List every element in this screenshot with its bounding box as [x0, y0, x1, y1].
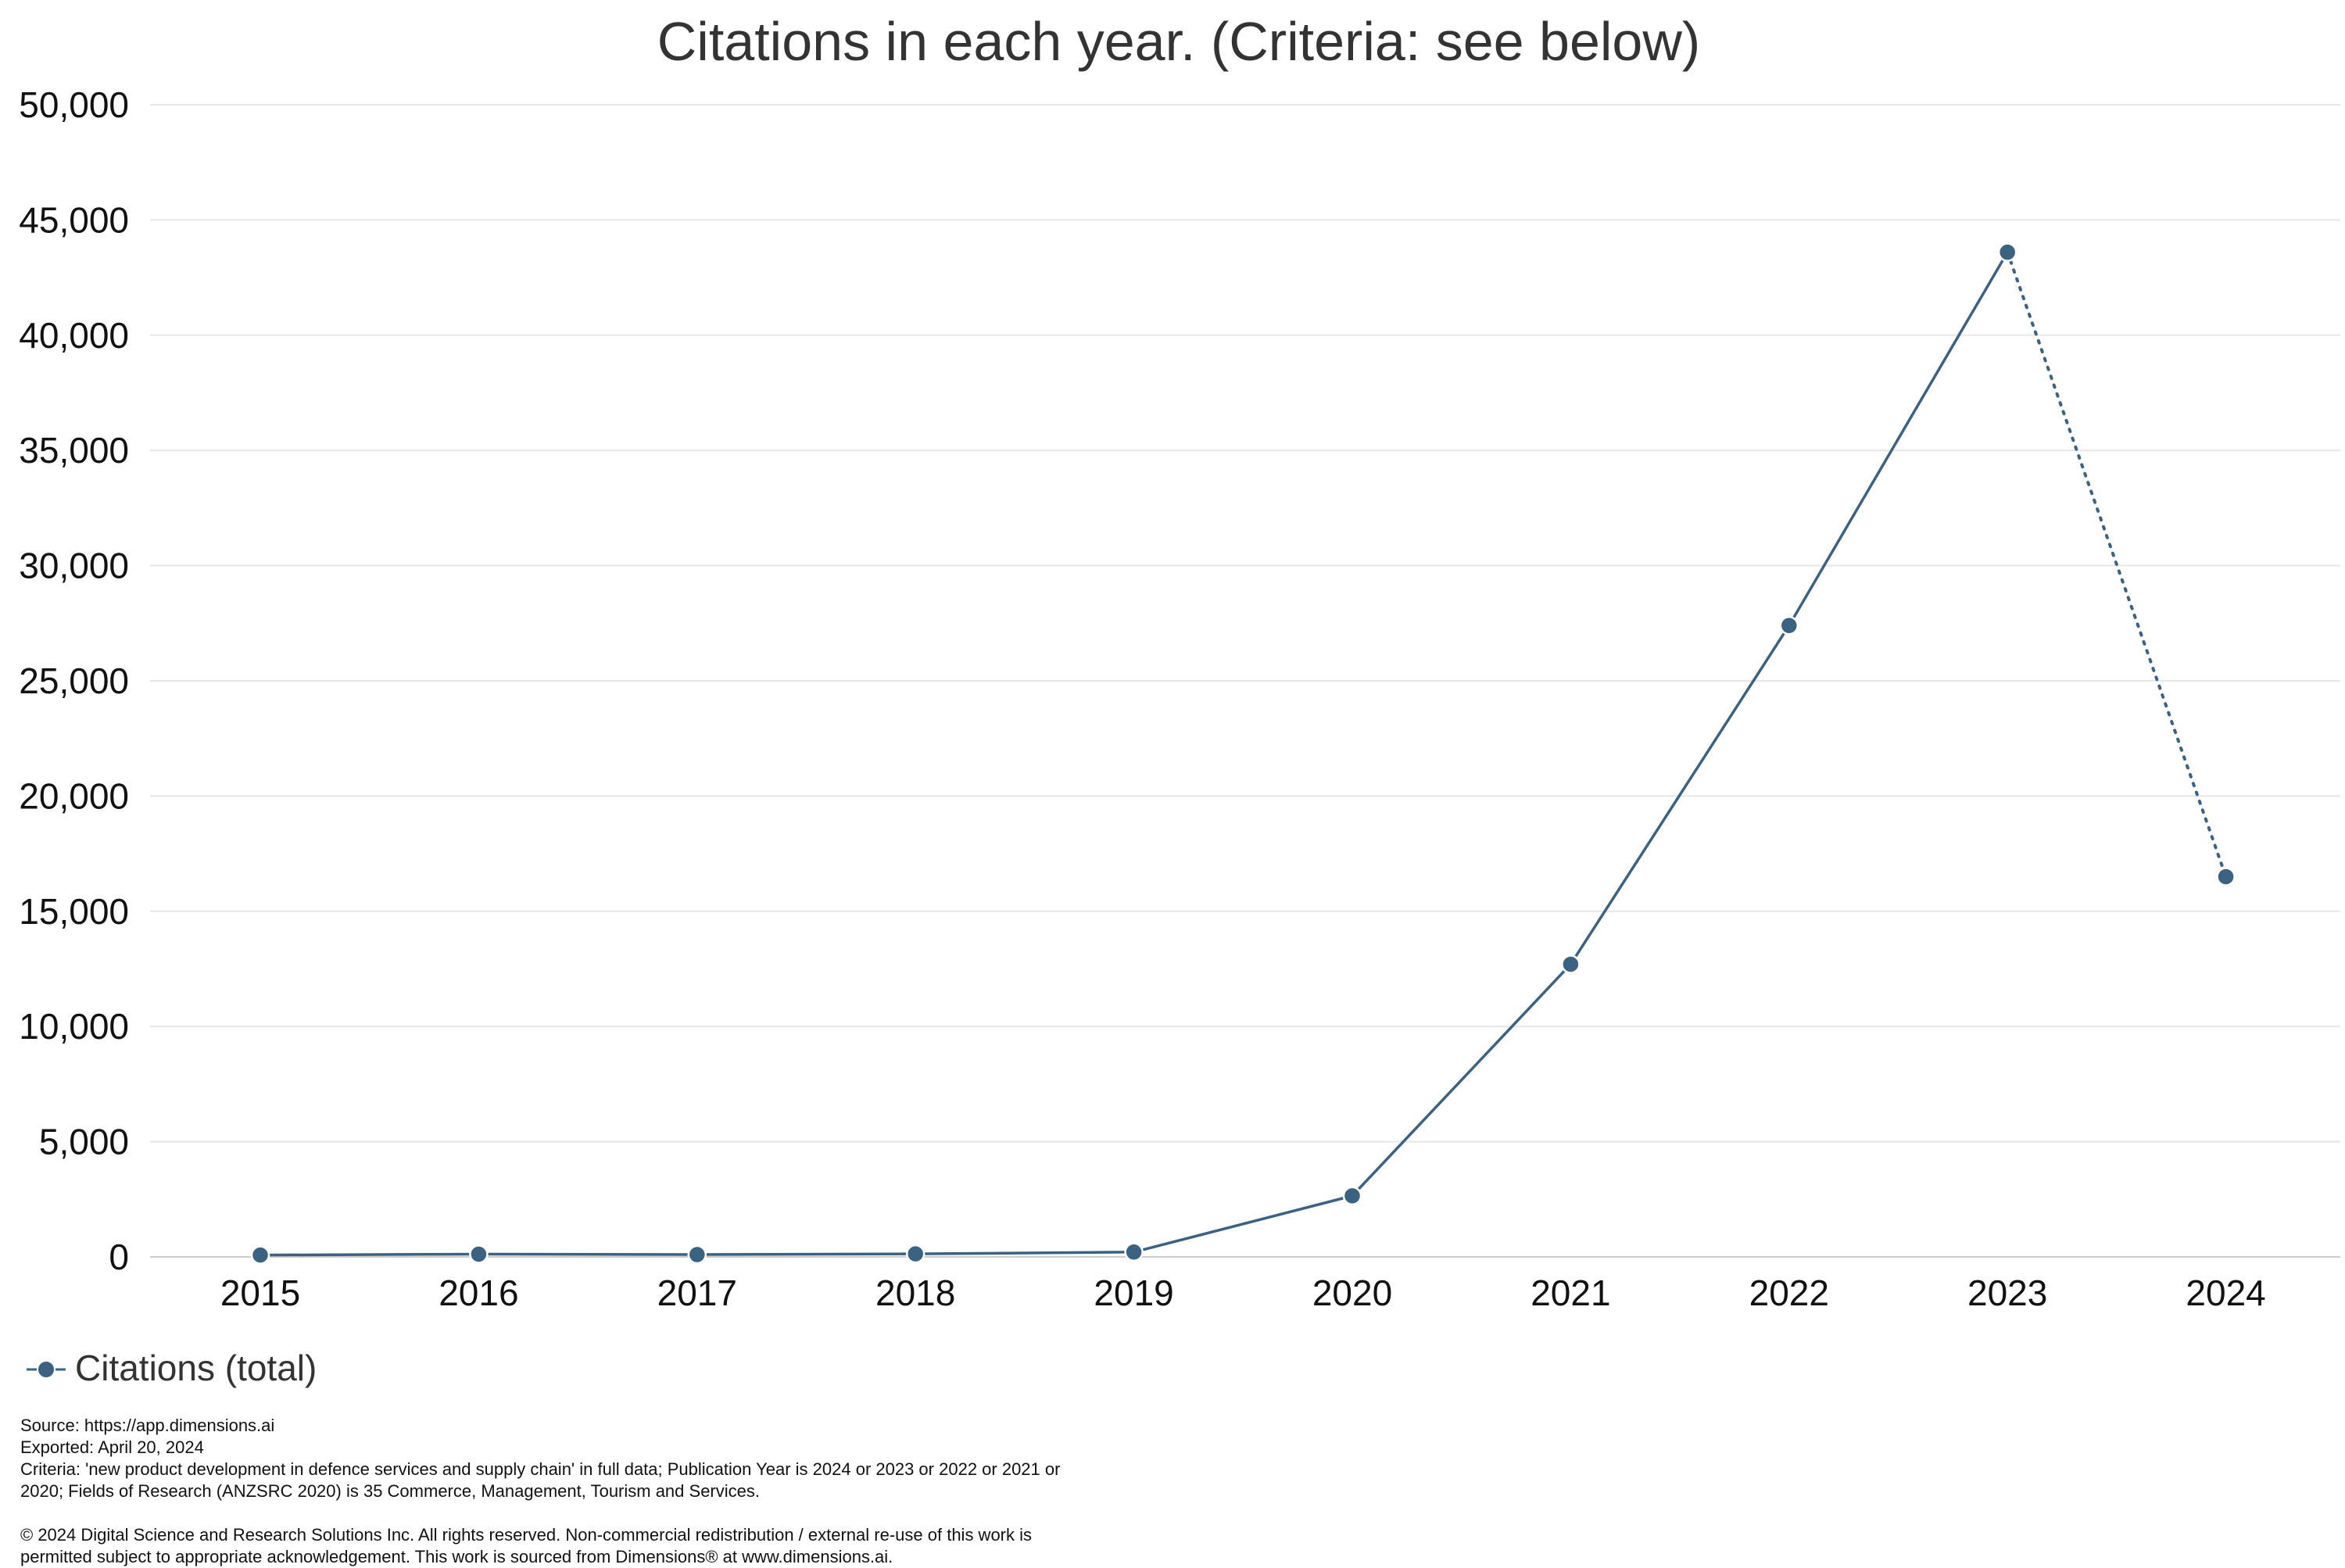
data-point-2023 — [1997, 242, 2017, 262]
data-point-2024 — [2216, 867, 2236, 886]
y-axis-tick-labels: 0 5,000 10,000 15,000 20,000 25,000 30,000 35,0… — [19, 84, 129, 1277]
y-tick-label: 50,000 — [19, 84, 129, 125]
footer-notes: Source: https://app.dimensions.ai Export… — [20, 1415, 1240, 1568]
footer-criteria-line-2: 2020; Fields of Research (ANZSRC 2020) i… — [20, 1481, 760, 1501]
x-tick-label: 2016 — [439, 1273, 518, 1313]
x-tick-label: 2024 — [2186, 1273, 2265, 1313]
footer-copyright-line-1: © 2024 Digital Science and Research Solu… — [20, 1525, 1033, 1545]
series-citations-total — [250, 242, 2236, 1265]
data-point-2017 — [687, 1244, 707, 1265]
legend-dot-marker — [37, 1360, 55, 1379]
legend-label: Citations (total) — [75, 1348, 317, 1388]
data-point-2015 — [250, 1245, 270, 1265]
series-line-projected — [2006, 250, 2228, 879]
y-tick-label: 20,000 — [19, 775, 129, 816]
y-tick-label: 30,000 — [19, 546, 129, 586]
footer-copyright-line-2: permitted subject to appropriate acknowl… — [20, 1547, 893, 1566]
y-tick-label: 0 — [109, 1237, 129, 1277]
x-tick-label: 2019 — [1094, 1273, 1173, 1313]
legend[interactable]: Citations (total) — [27, 1348, 317, 1388]
grid-lines — [150, 104, 2340, 1258]
chart-title: Citations in each year. (Criteria: see b… — [657, 11, 1700, 72]
x-tick-label: 2015 — [220, 1273, 300, 1313]
series-line — [260, 251, 2009, 1257]
x-tick-label: 2017 — [657, 1273, 737, 1313]
data-point-2022 — [1779, 615, 1799, 635]
y-tick-label: 5,000 — [39, 1122, 129, 1162]
data-point-2020 — [1342, 1186, 1362, 1206]
y-tick-label: 15,000 — [19, 891, 129, 932]
x-tick-label: 2023 — [1967, 1273, 2047, 1313]
footer-source: Source: https://app.dimensions.ai — [20, 1416, 275, 1435]
y-tick-label: 40,000 — [19, 315, 129, 356]
y-tick-label: 25,000 — [19, 660, 129, 701]
data-point-2021 — [1561, 954, 1581, 974]
x-tick-label: 2021 — [1531, 1273, 1610, 1313]
data-point-2016 — [469, 1244, 489, 1264]
x-tick-label: 2022 — [1749, 1273, 1829, 1313]
y-tick-label: 10,000 — [19, 1006, 129, 1047]
data-point-2018 — [905, 1244, 925, 1264]
x-tick-label: 2018 — [875, 1273, 955, 1313]
data-point-2019 — [1124, 1242, 1144, 1262]
y-tick-label: 45,000 — [19, 199, 129, 240]
footer-criteria-line-1: Criteria: 'new product development in de… — [20, 1459, 1061, 1479]
x-tick-label: 2020 — [1312, 1273, 1392, 1313]
x-axis-tick-labels: 2015 2016 2017 2018 2019 2020 2021 2022 2023 2024 — [220, 1273, 2266, 1313]
y-tick-label: 35,000 — [19, 430, 129, 471]
footer-exported: Exported: April 20, 2024 — [20, 1437, 204, 1457]
